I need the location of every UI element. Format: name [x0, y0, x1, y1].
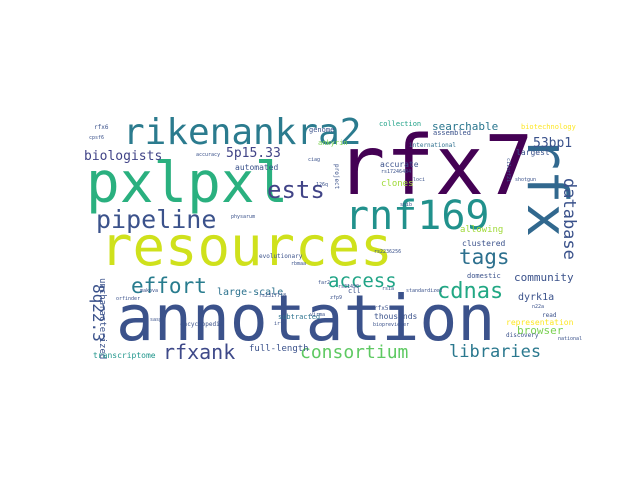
- word-accurate: accurate: [380, 160, 419, 169]
- word-transcriptome: transcriptome: [93, 351, 156, 360]
- word-accuracy: accuracy: [196, 152, 221, 158]
- word-rbmaa: rbmaa: [291, 261, 307, 267]
- word-genome: genome: [309, 126, 335, 134]
- word-database: database: [559, 178, 579, 260]
- word-rs17246404: rs17246404: [381, 169, 412, 175]
- word-sasp: sasp: [150, 317, 163, 323]
- word-5p15.33: 5p15.33: [226, 146, 281, 161]
- word-biotechnology: biotechnology: [521, 123, 576, 131]
- word-pipeline: pipeline: [96, 205, 217, 234]
- word-thousands: thousands: [374, 312, 418, 321]
- word-annotation: annotation: [116, 282, 496, 355]
- word-dyrk1a: dyrk1a: [518, 292, 555, 303]
- word-read: read: [542, 312, 557, 319]
- word-collection: collection: [379, 120, 422, 128]
- word-physarum: physarum: [231, 214, 256, 220]
- word-rs31490: rs31490: [338, 284, 360, 290]
- word-cpsf6: cpsf6: [89, 135, 105, 141]
- word-rfx7: rfx7: [336, 119, 534, 214]
- word-rfx5: rfx5: [374, 305, 389, 312]
- word-standardized: standardized: [406, 288, 443, 294]
- word-far2: far2: [318, 280, 331, 286]
- word-irfs: irfs: [274, 321, 287, 327]
- word-effort: effort: [131, 274, 207, 298]
- word-cll: cll: [348, 287, 361, 295]
- word-evolutionary: evolutionary: [259, 253, 303, 260]
- word-access: access: [328, 270, 397, 292]
- word-encyclopedia: encyclopedia: [180, 321, 224, 328]
- word-virma: virma: [310, 312, 326, 318]
- word-zfp9: zfp9: [330, 295, 343, 301]
- word-rnf169: rnf169: [345, 193, 490, 239]
- word-shotgun: shotgun: [515, 177, 537, 183]
- word-discovery: discovery: [506, 332, 539, 339]
- word-rfxank: rfxank: [163, 340, 236, 364]
- word-makova: makova: [140, 288, 159, 294]
- word-resources: resources: [100, 215, 393, 278]
- word-consortium: consortium: [300, 342, 409, 363]
- word-representation: representation: [506, 318, 574, 327]
- word-community: community: [514, 271, 574, 284]
- word-clustered: clustered: [462, 239, 506, 248]
- word-large-scale: large-scale: [217, 287, 284, 298]
- word-ests: ests: [267, 176, 325, 204]
- word-automated: automated: [235, 163, 279, 172]
- word-clones: clones: [381, 179, 414, 189]
- word-n22a: n22a: [532, 304, 545, 310]
- word-assembled: assembled: [433, 129, 471, 137]
- word-pxlpxl: pxlpxl: [86, 151, 289, 216]
- word-international: international: [409, 142, 456, 149]
- word-libraries: libraries: [449, 342, 542, 362]
- word-project: project: [333, 164, 340, 190]
- word-snib: snib: [400, 202, 413, 208]
- word-rfx6: rfx6: [94, 124, 109, 131]
- word-126q: 126q: [316, 182, 329, 188]
- word-orfinder: orfinder: [116, 296, 141, 302]
- word-rs2317718: rs2317718: [259, 293, 287, 299]
- word-cdnas: cdnas: [437, 279, 504, 304]
- word-53bp1: 53bp1: [533, 136, 573, 151]
- word-ankyrin: ankyrin: [318, 139, 348, 147]
- word-rs2236256: rs2236256: [374, 249, 402, 255]
- word-c11orf21: c11orf21: [505, 158, 511, 183]
- word-searchable: searchable: [432, 120, 499, 133]
- word-uncharacterized: uncharacterized: [97, 278, 107, 360]
- word-tags: tags: [459, 245, 510, 269]
- word-rikenankra2: rikenankra2: [123, 112, 362, 153]
- word-allowing: allowing: [460, 225, 504, 235]
- word-loci: loci: [413, 177, 426, 183]
- word-biopreviewer: biopreviewer: [373, 322, 410, 328]
- word-rsia: rsia: [382, 286, 395, 292]
- word-biologists: biologists: [84, 149, 163, 164]
- word-national: national: [558, 336, 583, 342]
- word-full-length: full-length: [249, 344, 309, 354]
- word-largest: largest: [516, 148, 550, 157]
- word-ciag: ciag: [308, 157, 321, 163]
- word-subtracted: subtracted: [278, 313, 321, 321]
- word-browser: browser: [517, 324, 564, 337]
- word-domestic: domestic: [467, 272, 501, 280]
